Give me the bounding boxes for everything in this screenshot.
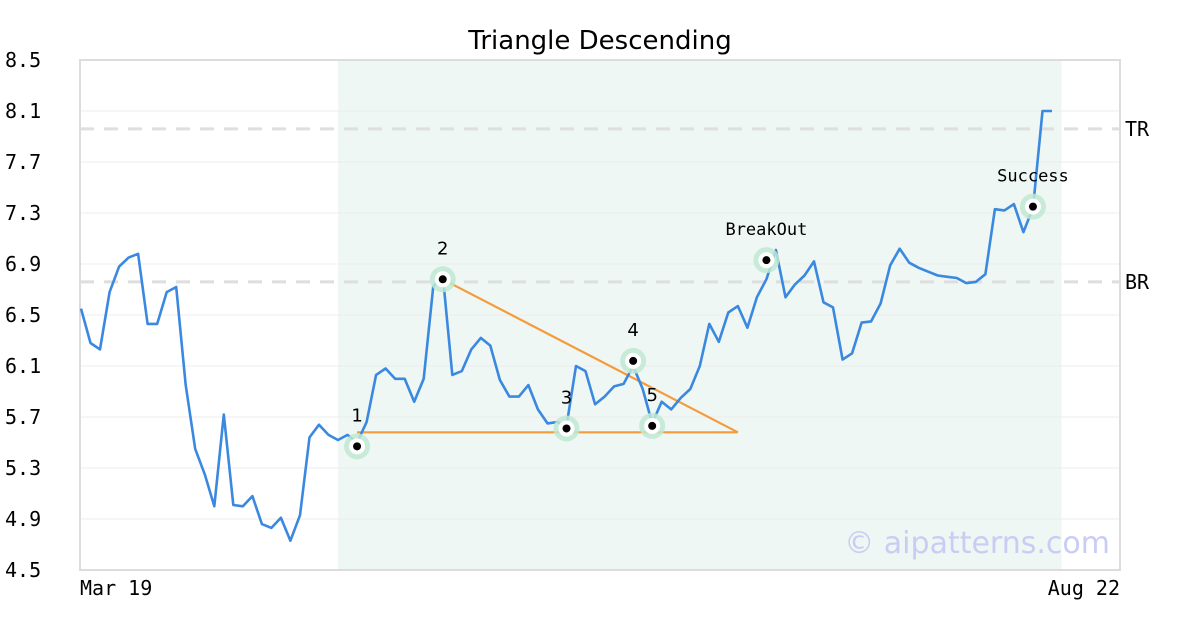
marker-dot xyxy=(762,256,771,265)
marker-dot xyxy=(629,356,638,365)
annotation-label: Success xyxy=(997,167,1069,187)
reference-lines: TR BR xyxy=(80,117,1150,294)
y-tick-label: 4.9 xyxy=(5,507,41,531)
reference-line-label: BR xyxy=(1125,270,1150,294)
x-axis: Mar 19 Aug 22 xyxy=(80,576,1120,600)
point-label: 1 xyxy=(351,405,362,426)
plot-frame xyxy=(79,59,1121,571)
marker-dot xyxy=(562,424,571,433)
point-markers: 1 2 3 4 5 BreakOut Success xyxy=(344,167,1069,460)
y-axis: 8.5 8.1 7.7 7.3 6.9 6.5 6.1 5.7 5.3 4.9 4.5 xyxy=(5,48,41,582)
point-label: 2 xyxy=(437,238,448,259)
y-tick-label: 5.3 xyxy=(5,456,41,480)
y-tick-label: 6.9 xyxy=(5,252,41,276)
y-tick-label: 6.5 xyxy=(5,303,41,327)
x-tick-label: Aug 22 xyxy=(1048,576,1120,600)
marker-dot xyxy=(648,421,657,430)
marker-dot xyxy=(353,442,362,451)
point-label: 5 xyxy=(646,385,657,406)
point-label: 4 xyxy=(627,320,638,341)
y-tick-label: 8.5 xyxy=(5,48,41,72)
watermark: © aipatterns.com xyxy=(844,526,1110,561)
x-tick-label: Mar 19 xyxy=(80,576,152,600)
pattern-line-upper xyxy=(442,278,739,434)
point-label: 3 xyxy=(561,387,572,408)
annotation-label: BreakOut xyxy=(725,220,807,240)
pattern-lines xyxy=(357,278,739,434)
y-tick-label: 7.7 xyxy=(5,150,41,174)
marker-dot xyxy=(1028,202,1037,211)
chart-title: Triangle Descending xyxy=(467,26,731,56)
reference-line-label: TR xyxy=(1125,117,1150,141)
y-tick-label: 6.1 xyxy=(5,354,41,378)
y-tick-label: 4.5 xyxy=(5,558,41,582)
y-tick-label: 5.7 xyxy=(5,405,41,429)
y-tick-label: 7.3 xyxy=(5,201,41,225)
y-tick-label: 8.1 xyxy=(5,99,41,123)
marker-dot xyxy=(438,275,447,284)
